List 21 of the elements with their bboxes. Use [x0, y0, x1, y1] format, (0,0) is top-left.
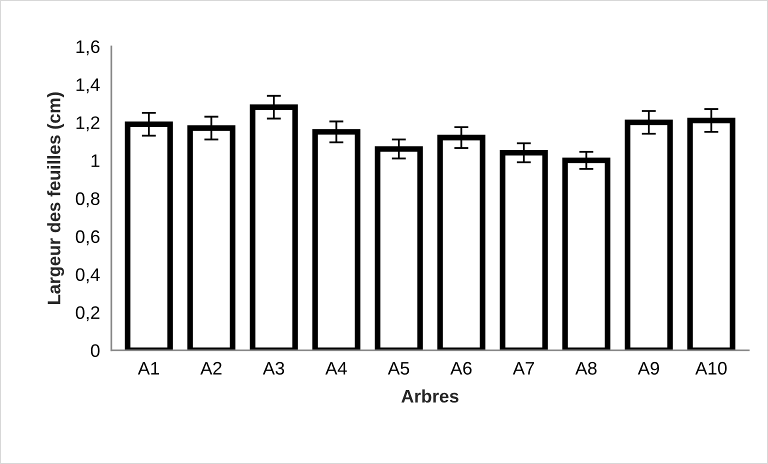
- y-tick-label: 0: [90, 344, 100, 358]
- x-tick-label: A1: [138, 362, 160, 375]
- x-tick-label: A7: [512, 362, 534, 375]
- y-tick-label: 1: [92, 154, 100, 167]
- y-tick-label: 0,8: [76, 192, 100, 208]
- x-tick-label: A9: [638, 362, 659, 375]
- x-tick-label: A2: [200, 362, 222, 375]
- x-tick-label: A6: [450, 362, 472, 375]
- x-tick-label: A10: [695, 362, 727, 375]
- x-tick-label: A5: [388, 362, 410, 375]
- x-axis-title: Arbres: [401, 389, 458, 403]
- y-tick-label: 1,6: [76, 40, 100, 56]
- x-tick-label: A3: [262, 362, 284, 375]
- y-tick-label: 0,4: [76, 268, 100, 284]
- x-tick-label: A8: [575, 362, 597, 375]
- y-tick-label: 1,2: [76, 116, 100, 132]
- x-tick-label: A4: [325, 362, 347, 375]
- y-tick-label: 0,6: [76, 230, 100, 246]
- y-tick-label: 0,2: [76, 306, 100, 322]
- y-tick-label: 1,4: [76, 78, 100, 94]
- y-axis-title: Largeur des feuilles (cm): [47, 92, 64, 304]
